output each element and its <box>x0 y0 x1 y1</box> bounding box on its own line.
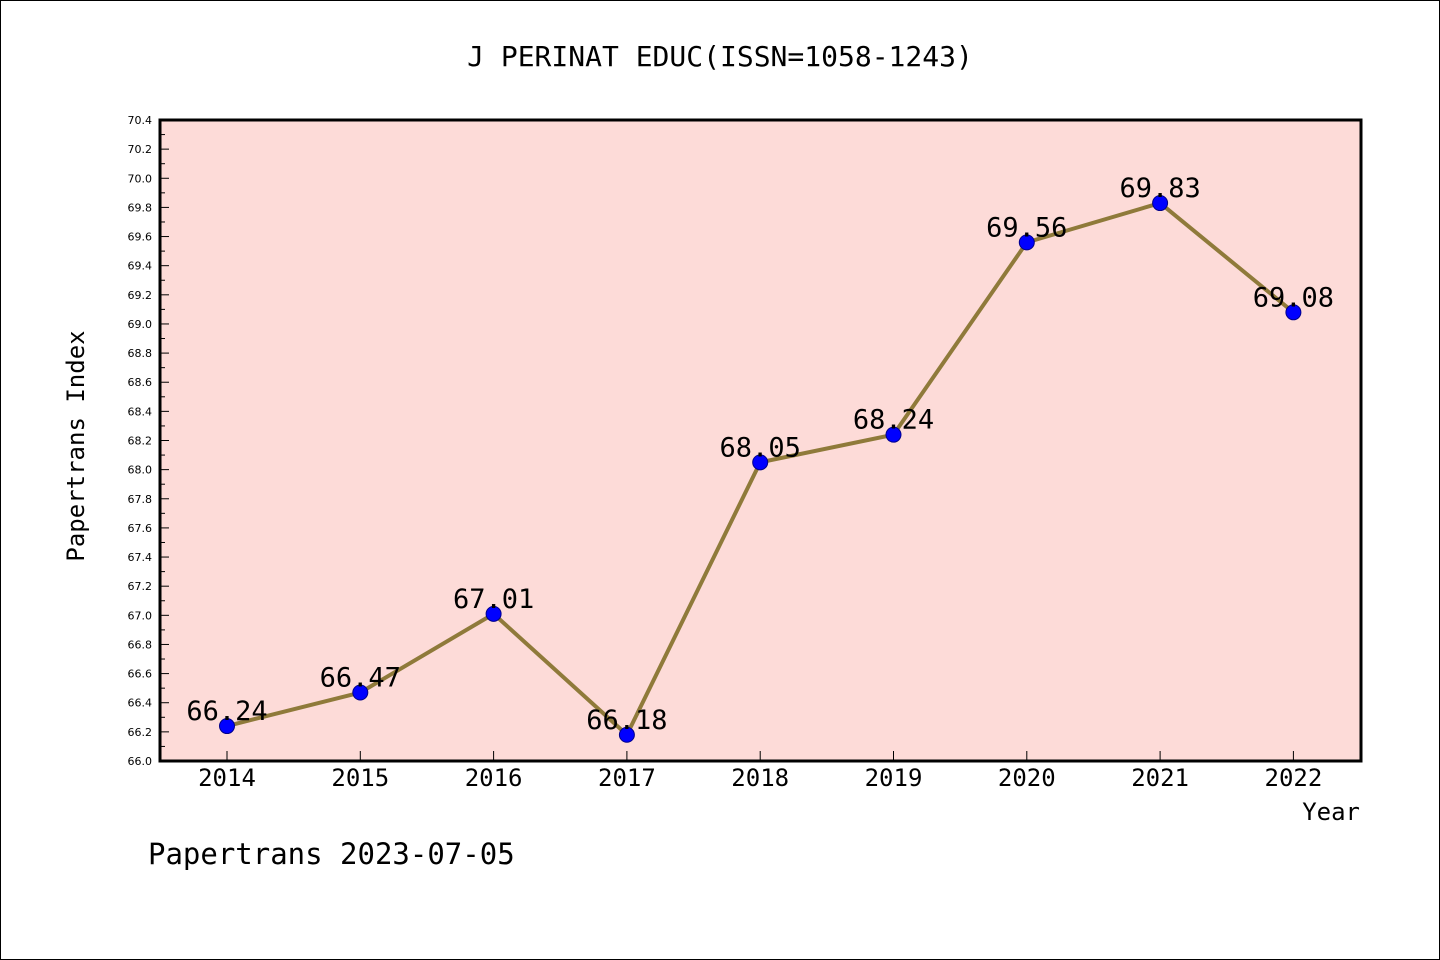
y-tick-label: 69.6 <box>128 231 153 244</box>
x-axis-label: Year <box>1302 798 1360 826</box>
data-point-2020 <box>1018 234 1035 251</box>
y-tick-label: 67.4 <box>128 551 153 564</box>
data-markers <box>219 195 1302 743</box>
y-tick-label: 68.6 <box>128 376 153 389</box>
x-tick-label: 2018 <box>731 764 789 792</box>
y-axis: 66.0 66.2 66.4 66.6 66.8 67.0 67.2 67.4 67.6 67.8… <box>128 114 169 768</box>
y-tick-label: 69.8 <box>128 201 153 214</box>
data-label-2015: 66.47 <box>320 663 401 694</box>
y-tick-label: 67.0 <box>128 609 153 622</box>
data-label-2017: 66.18 <box>586 705 667 736</box>
x-tick-label: 2022 <box>1265 764 1323 792</box>
data-point-2016 <box>485 605 502 622</box>
data-point-2015 <box>352 684 369 701</box>
plot-area <box>158 118 1363 763</box>
y-tick-label: 66.0 <box>128 755 153 768</box>
data-label-2019: 68.24 <box>853 405 934 436</box>
data-label-2014: 66.24 <box>186 696 267 727</box>
y-tick-label: 70.4 <box>128 114 153 127</box>
x-axis: 2014 2015 2016 2017 2018 2019 2020 2021 2022 <box>198 751 1322 792</box>
y-tick-label: 66.6 <box>128 668 153 681</box>
y-tick-label: 68.4 <box>128 405 153 418</box>
y-tick-label: 68.8 <box>128 347 153 360</box>
x-tick-label: 2019 <box>865 764 923 792</box>
x-tick-label: 2016 <box>465 764 523 792</box>
y-tick-label: 69.2 <box>128 289 153 302</box>
y-tick-label: 66.8 <box>128 638 153 651</box>
data-point-2019 <box>885 426 902 443</box>
x-tick-label: 2014 <box>198 764 256 792</box>
data-point-2022 <box>1285 304 1302 321</box>
chart-title: J PERINAT EDUC(ISSN=1058-1243) <box>467 40 973 73</box>
data-label-2022: 69.08 <box>1253 282 1334 313</box>
y-tick-label: 67.2 <box>128 580 153 593</box>
data-label-2018: 68.05 <box>720 432 801 463</box>
y-tick-label: 67.8 <box>128 493 153 506</box>
footer-date: Papertrans 2023-07-05 <box>148 837 515 871</box>
y-tick-label: 66.2 <box>128 726 153 739</box>
y-axis-label: Papertrans Index <box>62 330 90 561</box>
y-tick-label: 66.4 <box>128 697 153 710</box>
y-tick-label: 67.6 <box>128 522 153 535</box>
y-tick-label: 68.0 <box>128 464 153 477</box>
x-tick-label: 2020 <box>998 764 1056 792</box>
x-tick-label: 2017 <box>598 764 656 792</box>
y-tick-label: 69.0 <box>128 318 153 331</box>
data-point-2017 <box>618 726 635 743</box>
data-point-2014 <box>219 718 235 735</box>
data-label-2021: 69.83 <box>1119 173 1200 204</box>
data-labels: 66.24 66.47 67.01 66.18 68.05 68.24 69.56 69.83… <box>186 173 1334 736</box>
y-tick-label: 69.4 <box>128 260 153 273</box>
data-label-2020: 69.56 <box>986 212 1067 243</box>
data-point-2021 <box>1152 195 1169 212</box>
data-point-2018 <box>752 454 769 471</box>
y-tick-label: 70.2 <box>128 143 153 156</box>
x-tick-label: 2021 <box>1131 764 1189 792</box>
y-tick-label: 70.0 <box>128 172 153 185</box>
y-tick-label: 68.2 <box>128 435 153 448</box>
data-label-2016: 67.01 <box>453 584 534 615</box>
x-tick-label: 2015 <box>331 764 389 792</box>
